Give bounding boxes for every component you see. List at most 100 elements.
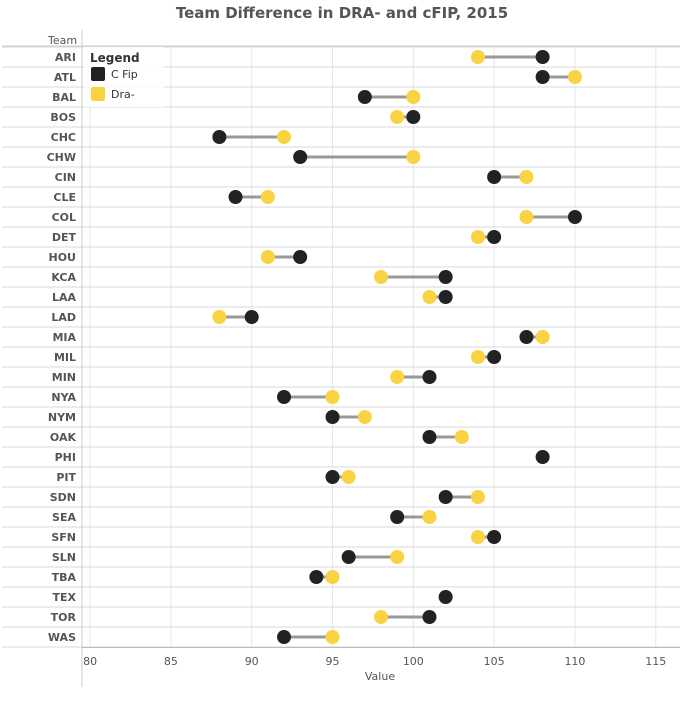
dra-point-mia xyxy=(535,330,550,344)
cfip-point-bal xyxy=(357,90,372,104)
dra-point-chw xyxy=(406,150,421,164)
cfip-point-nya xyxy=(277,390,292,404)
legend-label-cfip: C Fip xyxy=(111,68,138,81)
team-label-bos: BOS xyxy=(50,111,76,124)
legend: Legend C Fip Dra- xyxy=(84,47,164,107)
team-label-cin: CIN xyxy=(55,171,76,184)
team-label-kca: KCA xyxy=(51,271,76,284)
team-label-nya: NYA xyxy=(51,391,76,404)
team-label-was: WAS xyxy=(48,631,76,644)
team-label-lad: LAD xyxy=(51,311,76,324)
team-label-sea: SEA xyxy=(52,511,76,524)
cfip-point-hou xyxy=(293,250,308,264)
team-label-nym: NYM xyxy=(48,411,76,424)
cfip-point-sea xyxy=(390,510,405,524)
cfip-point-nym xyxy=(325,410,340,424)
dra-point-col xyxy=(519,210,534,224)
cfip-point-mil xyxy=(487,350,502,364)
legend-title: Legend xyxy=(90,51,140,65)
dra-point-sdn xyxy=(470,490,485,504)
cfip-point-sdn xyxy=(438,490,453,504)
dra-point-kca xyxy=(374,270,388,284)
row-header-label: Team xyxy=(47,34,77,47)
dra-point-laa xyxy=(422,290,437,304)
dra-point-chc xyxy=(277,130,292,144)
team-label-sfn: SFN xyxy=(51,531,76,544)
cfip-point-laa xyxy=(438,290,453,304)
dra-point-min xyxy=(390,370,405,384)
cfip-point-kca xyxy=(438,270,453,284)
dra-point-sfn xyxy=(470,530,485,544)
legend-swatch-cfip xyxy=(91,67,105,81)
team-label-oak: OAK xyxy=(50,431,77,444)
cfip-point-mia xyxy=(519,330,534,344)
dra-point-bos xyxy=(390,110,405,124)
x-tick-label: 80 xyxy=(83,655,97,668)
chart-title: Team Difference in DRA- and cFIP, 2015 xyxy=(175,4,509,22)
dra-point-tor xyxy=(374,610,388,624)
team-label-tex: TEX xyxy=(53,591,77,604)
team-label-bal: BAL xyxy=(52,91,76,104)
legend-swatch-dra xyxy=(91,87,105,101)
cfip-point-pit xyxy=(325,470,340,484)
cfip-point-lad xyxy=(244,310,259,324)
team-label-laa: LAA xyxy=(52,291,77,304)
cfip-point-ari xyxy=(535,50,550,64)
cfip-point-sfn xyxy=(487,530,502,544)
dra-point-cin xyxy=(519,170,534,184)
x-tick-label: 95 xyxy=(326,655,340,668)
dra-point-lad xyxy=(212,310,227,324)
dra-point-sea xyxy=(422,510,437,524)
cfip-point-det xyxy=(487,230,502,244)
grid-layer xyxy=(2,45,680,648)
x-tick-label: 85 xyxy=(164,655,178,668)
x-tick-label: 90 xyxy=(245,655,259,668)
team-label-cle: CLE xyxy=(53,191,76,204)
cfip-point-chc xyxy=(212,130,227,144)
dra-point-hou xyxy=(260,250,275,264)
legend-label-dra: Dra- xyxy=(111,88,135,101)
cfip-point-cin xyxy=(487,170,502,184)
cfip-point-phi xyxy=(535,450,550,464)
dra-point-det xyxy=(470,230,485,244)
team-label-ari: ARI xyxy=(55,51,76,64)
marks-layer xyxy=(212,50,582,644)
dra-point-sln xyxy=(390,550,405,564)
cfip-point-tor xyxy=(422,610,437,624)
team-label-det: DET xyxy=(52,231,77,244)
dra-point-oak xyxy=(454,430,469,444)
dra-point-nym xyxy=(357,410,372,424)
team-label-tba: TBA xyxy=(52,571,77,584)
team-label-chc: CHC xyxy=(51,131,76,144)
team-label-atl: ATL xyxy=(54,71,76,84)
dra-point-pit xyxy=(341,470,356,484)
team-label-sln: SLN xyxy=(52,551,76,564)
team-label-tor: TOR xyxy=(51,611,77,624)
dra-point-mil xyxy=(470,350,485,364)
x-tick-label: 115 xyxy=(645,655,666,668)
cfip-point-cle xyxy=(228,190,243,204)
cfip-point-oak xyxy=(422,430,437,444)
dra-point-nya xyxy=(325,390,340,404)
team-label-pit: PIT xyxy=(56,471,76,484)
dra-point-bal xyxy=(406,90,421,104)
cfip-point-was xyxy=(277,630,292,644)
cfip-point-atl xyxy=(535,70,550,84)
dra-point-tba xyxy=(325,570,340,584)
dra-point-atl xyxy=(567,70,582,84)
cfip-point-min xyxy=(422,370,437,384)
team-label-sdn: SDN xyxy=(50,491,76,504)
team-label-chw: CHW xyxy=(47,151,76,164)
dra-point-cle xyxy=(260,190,275,204)
team-label-mia: MIA xyxy=(52,331,76,344)
team-label-col: COL xyxy=(52,211,76,224)
cfip-point-tex xyxy=(438,590,453,604)
x-tick-label: 100 xyxy=(403,655,424,668)
x-axis-label: Value xyxy=(365,670,395,683)
cfip-point-tba xyxy=(309,570,324,584)
team-label-mil: MIL xyxy=(54,351,76,364)
cfip-point-chw xyxy=(293,150,308,164)
team-label-min: MIN xyxy=(52,371,76,384)
cfip-point-bos xyxy=(406,110,421,124)
